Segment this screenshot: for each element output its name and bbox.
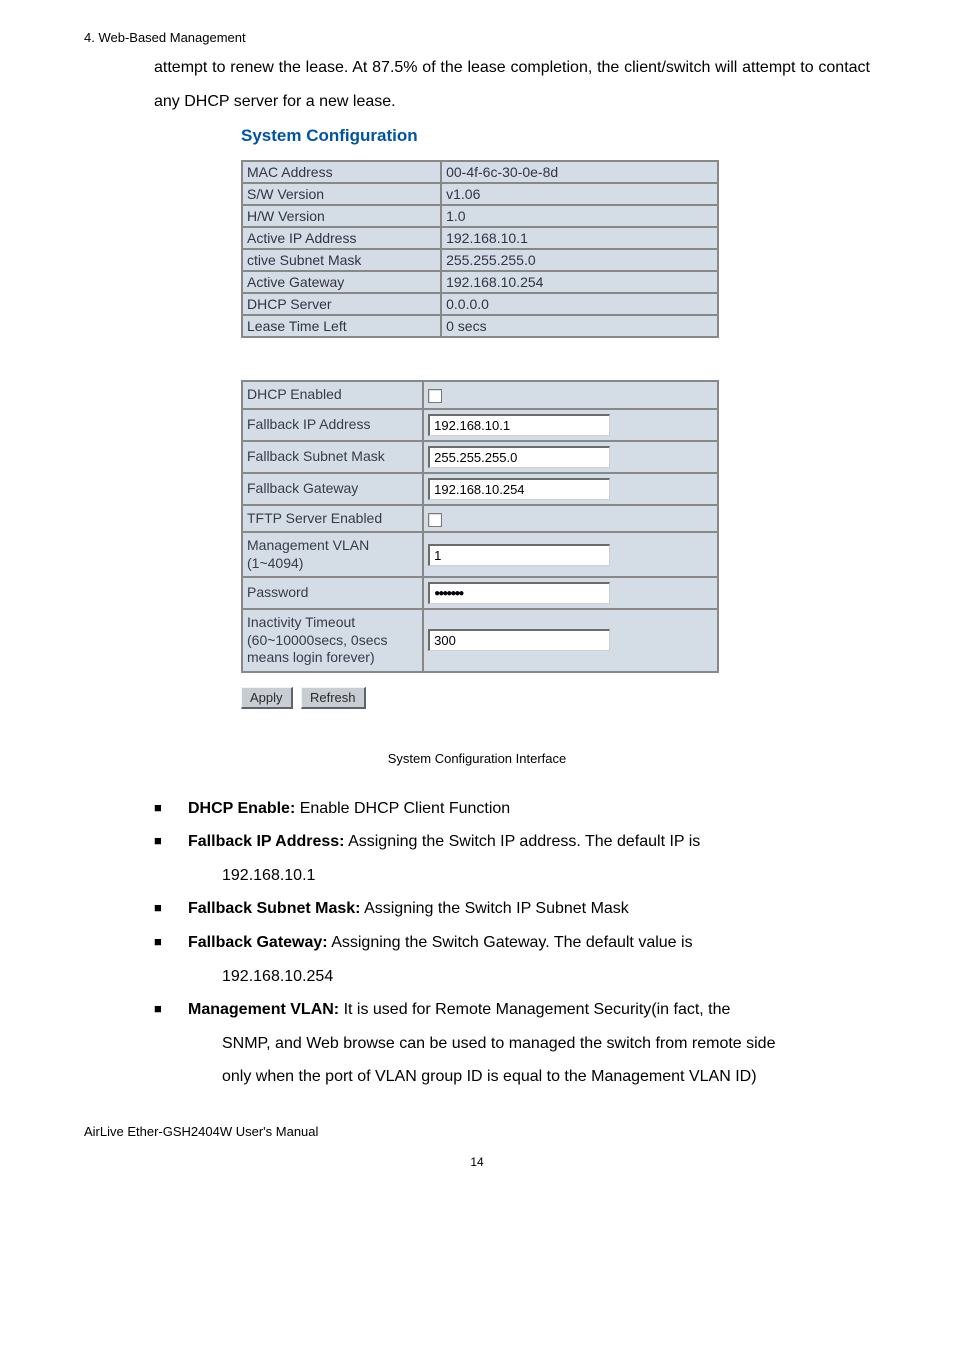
system-config-table: DHCP Enabled Fallback IP Address 192.168… — [241, 380, 719, 673]
info-label: S/W Version — [242, 183, 441, 205]
info-label: DHCP Server — [242, 293, 441, 315]
rest: It is used for Remote Management Securit… — [339, 1001, 730, 1018]
mgmt-vlan-input[interactable]: 1 — [428, 544, 610, 566]
info-label: ctive Subnet Mask — [242, 249, 441, 271]
list-item: Fallback Gateway: Assigning the Switch G… — [154, 926, 870, 993]
info-value: 192.168.10.254 — [441, 271, 718, 293]
footer-text: AirLive Ether-GSH2404W User's Manual — [84, 1124, 870, 1139]
rest: Enable DHCP Client Function — [295, 800, 510, 817]
list-item: Management VLAN: It is used for Remote M… — [154, 993, 870, 1094]
chapter-header: 4. Web-Based Management — [84, 30, 870, 45]
mgmt-vlan-label: Management VLAN (1~4094) — [242, 532, 423, 577]
continuation: SNMP, and Web browse can be used to mana… — [188, 1027, 870, 1061]
rest: Assigning the Switch IP Subnet Mask — [361, 900, 629, 917]
system-info-table: MAC Address00-4f-6c-30-0e-8d S/W Version… — [241, 160, 719, 338]
table-row: H/W Version1.0 — [242, 205, 718, 227]
table-row: Lease Time Left0 secs — [242, 315, 718, 337]
table-row: Active IP Address192.168.10.1 — [242, 227, 718, 249]
info-value: 0.0.0.0 — [441, 293, 718, 315]
table-row: TFTP Server Enabled — [242, 505, 718, 533]
password-input[interactable]: ●●●●●●● — [428, 582, 610, 604]
apply-button[interactable]: Apply — [241, 687, 293, 709]
table-row: Inactivity Timeout (60~10000secs, 0secs … — [242, 609, 718, 672]
tftp-label: TFTP Server Enabled — [242, 505, 423, 533]
info-label: MAC Address — [242, 161, 441, 183]
term: Fallback IP Address: — [188, 833, 345, 850]
list-item: Fallback IP Address: Assigning the Switc… — [154, 825, 870, 892]
rest: Assigning the Switch IP address. The def… — [345, 833, 701, 850]
timeout-label: Inactivity Timeout (60~10000secs, 0secs … — [242, 609, 423, 672]
term: DHCP Enable: — [188, 800, 295, 817]
section-title: System Configuration — [241, 126, 870, 146]
fallback-gw-input[interactable]: 192.168.10.254 — [428, 478, 610, 500]
list-item: Fallback Subnet Mask: Assigning the Swit… — [154, 892, 870, 926]
info-value: 0 secs — [441, 315, 718, 337]
table-row: DHCP Server0.0.0.0 — [242, 293, 718, 315]
info-value: v1.06 — [441, 183, 718, 205]
rest: Assigning the Switch Gateway. The defaul… — [328, 934, 693, 951]
info-value: 00-4f-6c-30-0e-8d — [441, 161, 718, 183]
page-number: 14 — [84, 1155, 870, 1169]
table-row: Fallback Gateway 192.168.10.254 — [242, 473, 718, 505]
info-label: Active Gateway — [242, 271, 441, 293]
list-item: DHCP Enable: Enable DHCP Client Function — [154, 792, 870, 826]
term: Management VLAN: — [188, 1001, 339, 1018]
table-row: Active Gateway192.168.10.254 — [242, 271, 718, 293]
table-row: MAC Address00-4f-6c-30-0e-8d — [242, 161, 718, 183]
continuation: 192.168.10.1 — [188, 859, 870, 893]
continuation: only when the port of VLAN group ID is e… — [188, 1060, 870, 1094]
fallback-mask-label: Fallback Subnet Mask — [242, 441, 423, 473]
term: Fallback Subnet Mask: — [188, 900, 361, 917]
info-label: H/W Version — [242, 205, 441, 227]
info-label: Active IP Address — [242, 227, 441, 249]
button-row: Apply Refresh — [241, 687, 870, 709]
info-value: 1.0 — [441, 205, 718, 227]
dhcp-enabled-checkbox[interactable] — [428, 389, 442, 403]
info-value: 255.255.255.0 — [441, 249, 718, 271]
table-row: Management VLAN (1~4094) 1 — [242, 532, 718, 577]
fallback-gw-label: Fallback Gateway — [242, 473, 423, 505]
intro-paragraph: attempt to renew the lease. At 87.5% of … — [154, 51, 870, 118]
fallback-ip-input[interactable]: 192.168.10.1 — [428, 414, 610, 436]
figure-caption: System Configuration Interface — [84, 751, 870, 766]
fallback-mask-input[interactable]: 255.255.255.0 — [428, 446, 610, 468]
table-row: Fallback IP Address 192.168.10.1 — [242, 409, 718, 441]
table-row: Password ●●●●●●● — [242, 577, 718, 609]
refresh-button[interactable]: Refresh — [301, 687, 366, 709]
fallback-ip-label: Fallback IP Address — [242, 409, 423, 441]
table-row: Fallback Subnet Mask 255.255.255.0 — [242, 441, 718, 473]
table-row: DHCP Enabled — [242, 381, 718, 409]
tftp-enabled-checkbox[interactable] — [428, 513, 442, 527]
password-label: Password — [242, 577, 423, 609]
bullet-list: DHCP Enable: Enable DHCP Client Function… — [154, 792, 870, 1094]
term: Fallback Gateway: — [188, 934, 328, 951]
table-row: ctive Subnet Mask255.255.255.0 — [242, 249, 718, 271]
info-label: Lease Time Left — [242, 315, 441, 337]
continuation: 192.168.10.254 — [188, 960, 870, 994]
dhcp-enabled-label: DHCP Enabled — [242, 381, 423, 409]
info-value: 192.168.10.1 — [441, 227, 718, 249]
timeout-input[interactable]: 300 — [428, 629, 610, 651]
table-row: S/W Versionv1.06 — [242, 183, 718, 205]
